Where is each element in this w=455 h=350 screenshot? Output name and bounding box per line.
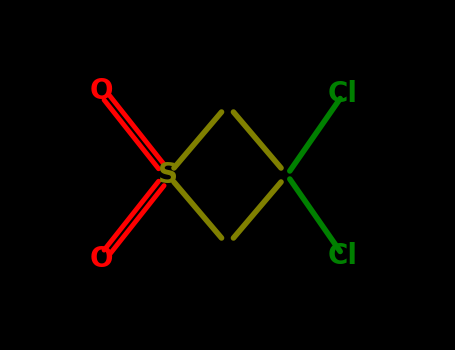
Text: S: S [158,161,178,189]
Text: Cl: Cl [328,80,358,108]
Text: Cl: Cl [328,241,358,270]
Text: O: O [90,77,113,105]
Text: O: O [90,245,113,273]
